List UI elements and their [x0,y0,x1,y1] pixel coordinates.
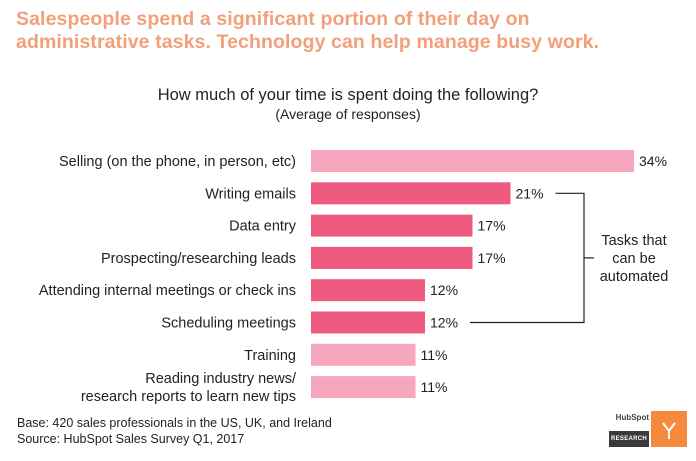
footer: Base: 420 sales professionals in the US,… [17,415,332,447]
annotation-label: Tasks that [601,233,666,249]
logo-name: HubSpot [615,413,649,422]
category-label: Data entry [229,219,297,235]
footer-source: Source: HubSpot Sales Survey Q1, 2017 [17,432,245,446]
chart-subtitle: (Average of responses) [275,106,421,122]
hubspot-research-logo: HubSpot RESEARCH [609,409,691,453]
bar [311,279,425,302]
value-label: 12% [430,282,458,298]
value-label: 11% [421,379,448,395]
bar [311,214,473,237]
bar [311,343,416,366]
value-label: 34% [639,153,667,169]
headline: Salespeople spend a significant portion … [16,8,686,54]
footer-base: Base: 420 sales professionals in the US,… [17,416,332,430]
bar [311,376,416,399]
hubspot-research-logo-icon [651,411,687,447]
chart-title: How much of your time is spent doing the… [157,86,539,104]
category-label: Reading industry news/ [145,371,297,387]
annotation-label: can be [612,251,656,267]
bar [311,246,473,269]
value-label: 17% [478,218,506,234]
annotation-label: automated [600,269,669,285]
value-label: 11% [421,347,448,363]
headline-line-1: Salespeople spend a significant portion … [16,8,530,30]
value-label: 12% [430,315,458,331]
category-label: Training [244,348,296,364]
logo-research-label: RESEARCH [609,431,649,447]
category-label: Scheduling meetings [161,316,296,332]
value-label: 17% [478,250,506,266]
bar [311,182,511,205]
value-label: 21% [516,185,544,201]
category-label: Prospecting/researching leads [101,251,296,267]
category-label: Attending internal meetings or check ins [39,283,296,299]
bar [311,311,425,334]
bar [311,150,634,172]
headline-line-2: administrative tasks. Technology can hel… [16,31,600,53]
category-label: Writing emails [205,186,296,202]
category-label: Selling (on the phone, in person, etc) [59,154,296,170]
category-label: research reports to learn new tips [81,389,296,405]
